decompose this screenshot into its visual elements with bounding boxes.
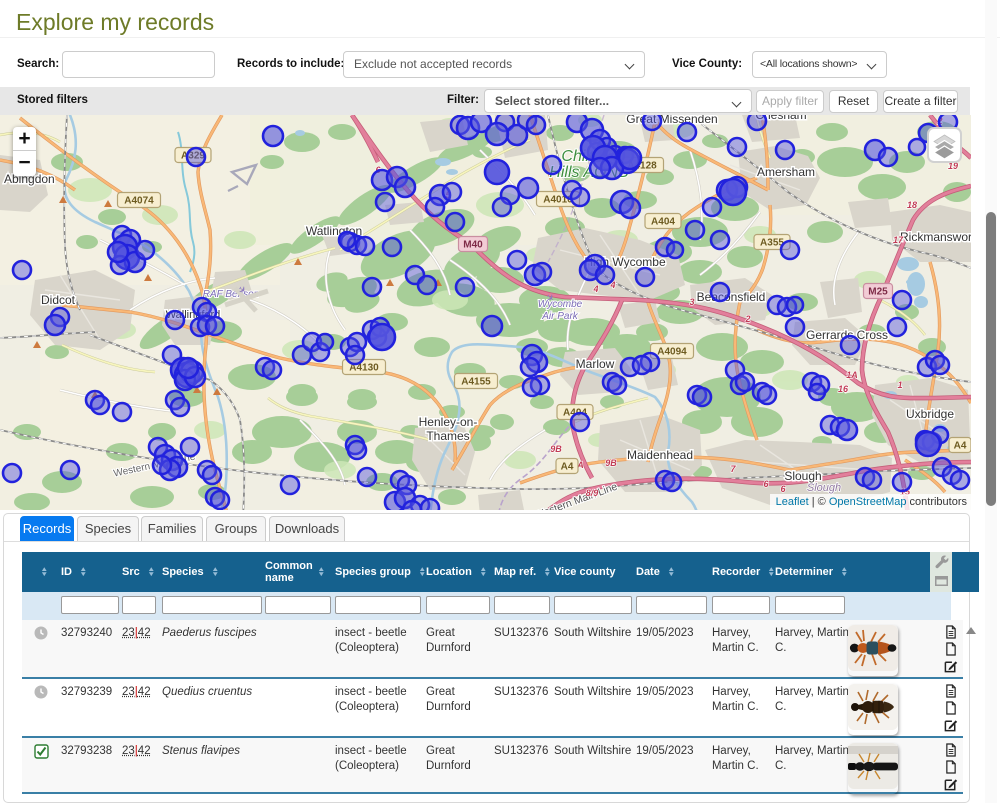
svg-text:A4010: A4010	[543, 195, 573, 206]
svg-text:A4: A4	[561, 462, 574, 473]
svg-text:7: 7	[730, 464, 736, 474]
svg-text:A4155: A4155	[461, 377, 491, 388]
svg-text:17: 17	[893, 235, 904, 245]
svg-text:9B: 9B	[550, 444, 562, 454]
svg-text:Wycombe: Wycombe	[538, 299, 583, 310]
svg-text:2: 2	[744, 314, 750, 324]
svg-text:19: 19	[948, 161, 958, 171]
svg-text:6: 6	[763, 479, 769, 489]
svg-text:18: 18	[907, 200, 917, 210]
svg-text:16: 16	[838, 384, 849, 394]
svg-text:Air Park: Air Park	[541, 311, 579, 322]
svg-text:6: 6	[780, 484, 786, 494]
svg-text:Didcot: Didcot	[41, 293, 76, 307]
svg-text:A4074: A4074	[124, 196, 154, 207]
svg-text:4: 4	[592, 284, 598, 294]
svg-text:Chesham: Chesham	[755, 115, 806, 122]
svg-text:A355: A355	[760, 238, 784, 249]
svg-text:A4094: A4094	[657, 347, 687, 358]
svg-text:Marlow: Marlow	[576, 357, 615, 371]
svg-text:Maidenhead: Maidenhead	[627, 448, 693, 462]
svg-text:Henley-on-: Henley-on-	[419, 415, 478, 429]
svg-text:M40: M40	[463, 240, 483, 251]
svg-text:Thames: Thames	[426, 429, 469, 443]
svg-text:1A: 1A	[846, 370, 858, 380]
svg-text:Gerrards Cross: Gerrards Cross	[806, 328, 888, 342]
svg-text:A4: A4	[954, 441, 967, 452]
svg-text:4: 4	[609, 280, 615, 290]
svg-text:Uxbridge: Uxbridge	[906, 407, 954, 421]
svg-text:A329: A329	[181, 151, 205, 162]
svg-text:Amersham: Amersham	[757, 165, 815, 179]
svg-text:8/9: 8/9	[586, 488, 599, 498]
svg-text:Beaconsfield: Beaconsfield	[697, 290, 766, 304]
svg-text:Slough: Slough	[784, 469, 821, 483]
svg-text:15: 15	[900, 487, 911, 497]
svg-text:Slough: Slough	[807, 482, 841, 494]
svg-text:A4128: A4128	[627, 161, 657, 172]
svg-text:9B: 9B	[605, 458, 617, 468]
svg-text:Great Missenden: Great Missenden	[626, 115, 717, 126]
svg-text:A404: A404	[651, 217, 675, 228]
svg-text:M25: M25	[868, 287, 888, 298]
svg-text:3: 3	[689, 297, 694, 307]
svg-text:A4130: A4130	[349, 363, 379, 374]
svg-text:1: 1	[897, 380, 902, 390]
svg-text:Rickmansworth: Rickmansworth	[900, 230, 971, 244]
